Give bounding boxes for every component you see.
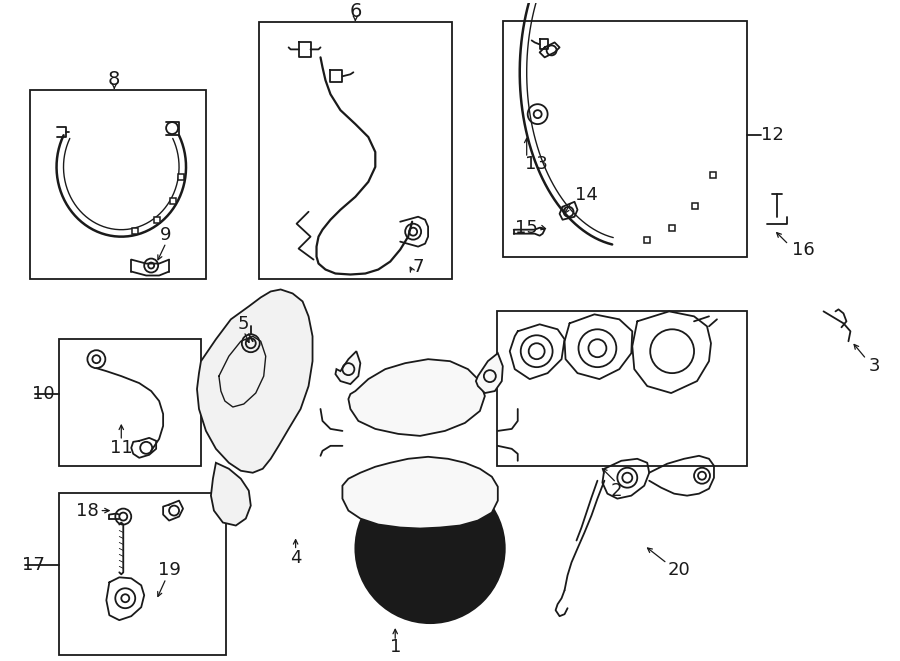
Polygon shape <box>197 290 312 473</box>
Text: 7: 7 <box>412 258 424 276</box>
Text: 10: 10 <box>32 385 54 403</box>
Text: 6: 6 <box>349 2 362 21</box>
Bar <box>58 492 226 655</box>
Polygon shape <box>336 351 360 384</box>
Polygon shape <box>342 457 498 529</box>
Text: 16: 16 <box>792 241 814 258</box>
Bar <box>258 22 452 280</box>
Polygon shape <box>211 463 251 525</box>
Polygon shape <box>348 359 485 436</box>
Circle shape <box>422 541 438 557</box>
Text: 3: 3 <box>868 357 880 375</box>
Polygon shape <box>476 353 503 393</box>
Text: 12: 12 <box>760 126 784 144</box>
Bar <box>30 91 206 280</box>
Text: 1: 1 <box>390 638 400 656</box>
Text: 9: 9 <box>160 225 172 244</box>
Bar <box>503 20 747 256</box>
Text: 5: 5 <box>238 315 249 333</box>
Text: 13: 13 <box>525 155 547 173</box>
Text: 2: 2 <box>610 482 622 500</box>
Bar <box>58 339 201 466</box>
Text: 17: 17 <box>22 557 44 574</box>
Text: 14: 14 <box>574 186 598 204</box>
Text: 18: 18 <box>76 502 99 520</box>
Circle shape <box>356 474 505 623</box>
Text: 20: 20 <box>668 561 690 579</box>
Bar <box>497 311 747 466</box>
Text: 11: 11 <box>110 439 132 457</box>
Text: 8: 8 <box>108 70 121 89</box>
Text: 19: 19 <box>158 561 181 579</box>
Text: 4: 4 <box>290 549 302 567</box>
Text: 15: 15 <box>515 219 537 237</box>
